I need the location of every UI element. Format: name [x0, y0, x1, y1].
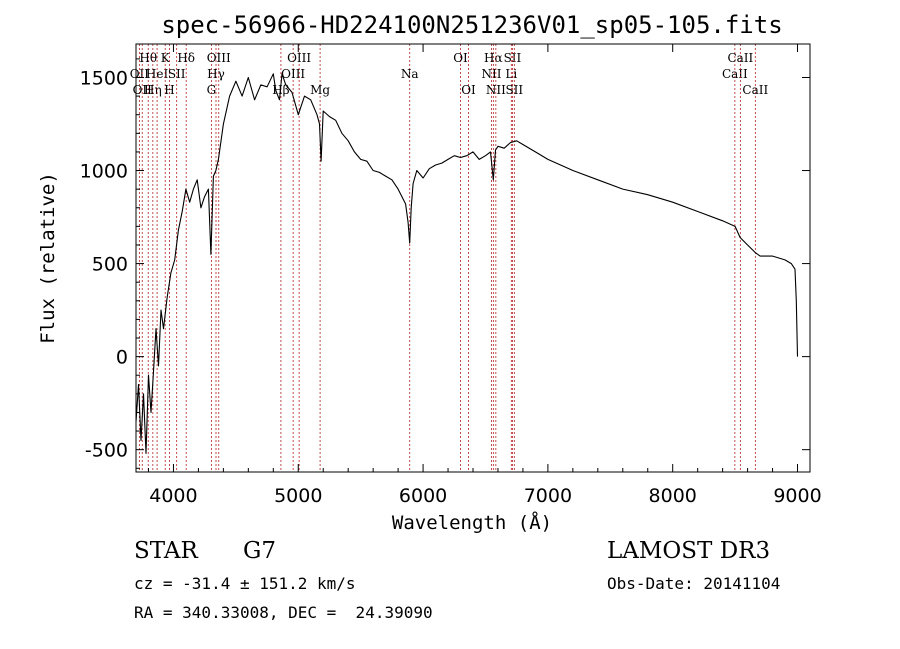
y-tick-label-2: 500 — [92, 254, 128, 276]
line-marker-label-8: Hδ — [177, 51, 195, 65]
line-marker-label-2: Hθ — [139, 51, 157, 65]
spectrum-chart: spec-56966-HD224100N251236V01_sp05-105.f… — [37, 11, 822, 534]
line-marker-label-13: OIII — [281, 67, 305, 81]
object-subclass: G7 — [243, 538, 277, 564]
y-tick-label-4: 1500 — [80, 67, 128, 89]
line-marker-label-10: Hγ — [207, 67, 225, 81]
line-marker-label-18: OI — [461, 83, 476, 97]
x-tick-label-4: 8000 — [649, 485, 697, 507]
spectral-line-markers: OIIOIIHθHηHeIKHSIIHδGHγOIIIHβOIIIOIIIMgN… — [130, 44, 768, 472]
observation-date: Obs-Date: 20141104 — [607, 574, 781, 593]
line-marker-label-0: OII — [130, 67, 150, 81]
y-axis-label: Flux (relative) — [37, 172, 59, 344]
x-axis-ticks: 4000 5000 6000 7000 8000 9000 — [147, 44, 822, 507]
chart-title: spec-56966-HD224100N251236V01_sp05-105.f… — [161, 11, 782, 39]
x-tick-label-1: 5000 — [274, 485, 322, 507]
line-marker-label-5: K — [161, 51, 171, 65]
line-marker-label-4: HeI — [146, 67, 169, 81]
line-marker-label-9: G — [207, 83, 217, 97]
y-tick-label-3: 1000 — [80, 161, 128, 183]
x-tick-label-2: 6000 — [399, 485, 447, 507]
line-marker-label-27: CaII — [742, 83, 768, 97]
line-marker-label-25: CaII — [722, 67, 748, 81]
redshift-velocity: cz = -31.4 ± 151.2 km/s — [134, 574, 356, 593]
line-marker-label-23: SII — [504, 51, 522, 65]
line-marker-label-6: H — [164, 83, 174, 97]
y-tick-label-1: 0 — [116, 347, 128, 369]
line-marker-label-20: Hα — [484, 51, 503, 65]
line-marker-label-24: SII — [505, 83, 523, 97]
survey-name: LAMOST DR3 — [607, 538, 771, 564]
line-marker-label-22: Li — [505, 67, 517, 81]
spectrum-line — [135, 73, 799, 454]
line-marker-label-7: SII — [168, 67, 186, 81]
line-marker-label-3: Hη — [144, 83, 162, 97]
plot-frame — [135, 43, 811, 473]
line-marker-label-15: Mg — [310, 83, 330, 97]
line-marker-label-16: Na — [401, 67, 419, 81]
x-tick-label-5: 9000 — [773, 485, 821, 507]
x-tick-label-3: 7000 — [524, 485, 572, 507]
line-marker-label-21: NII — [486, 83, 506, 97]
y-tick-label-0: -500 — [85, 440, 128, 462]
line-marker-label-11: OIII — [207, 51, 231, 65]
line-marker-label-19: NII — [481, 67, 501, 81]
line-marker-label-1: OII — [133, 83, 153, 97]
object-class: STAR — [134, 538, 198, 564]
coordinates: RA = 340.33008, DEC = 24.39090 — [134, 603, 433, 622]
line-marker-label-14: OIII — [287, 51, 311, 65]
line-marker-label-26: CaII — [727, 51, 753, 65]
line-marker-label-17: OI — [453, 51, 468, 65]
y-axis-ticks: -500 0 500 1000 1500 — [80, 58, 810, 469]
x-tick-label-0: 4000 — [149, 485, 197, 507]
x-axis-label: Wavelength (Å) — [392, 511, 552, 534]
